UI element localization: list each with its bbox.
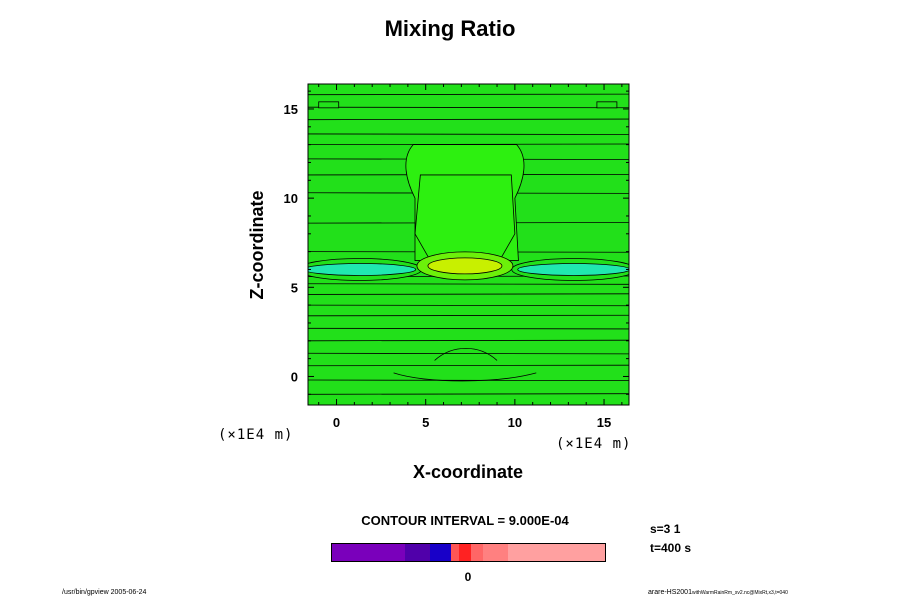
x-unit-label: (×1E4 m) <box>556 436 632 452</box>
colorbar-zero-label: 0 <box>464 570 472 584</box>
plot-frame <box>307 83 630 406</box>
x-tick-label: 0 <box>333 415 340 430</box>
core-inner <box>427 257 503 275</box>
bottom-bump-contour <box>434 348 498 361</box>
contour-line <box>308 283 629 285</box>
z-tick-label: 15 <box>284 102 298 117</box>
contour-line <box>308 106 629 109</box>
contour-field <box>308 84 629 405</box>
colorbar-segment <box>483 544 508 561</box>
bottom-bump-contour <box>393 372 537 382</box>
contour-line <box>308 393 629 395</box>
z-unit-label: (×1E4 m) <box>218 427 294 443</box>
colorbar-segment <box>405 544 430 561</box>
z-tick-label: 5 <box>291 280 298 295</box>
contour-line <box>308 327 629 330</box>
contour-line <box>308 133 629 135</box>
colorbar-segment <box>429 544 452 561</box>
t-label: t=400 s <box>650 541 692 555</box>
top-right-small-contour <box>596 101 618 109</box>
low-left-inner <box>308 263 417 276</box>
contour-line <box>308 304 629 307</box>
contour-line <box>308 293 629 295</box>
colorbar-segment <box>507 544 605 561</box>
contour-line <box>308 352 629 355</box>
contour-line <box>308 364 629 367</box>
footer-source: arare-HS2001withWarmRainRm_sv2.nc@MixRt,… <box>648 589 788 596</box>
top-left-small-contour <box>318 101 340 109</box>
contour-line <box>308 339 629 342</box>
z-tick-label: 10 <box>284 191 298 206</box>
colorbar-segment <box>451 544 459 561</box>
contour-line <box>308 314 629 317</box>
x-axis-label: X-coordinate <box>413 462 523 482</box>
footer-command: /usr/bin/gpview 2005-06-24 <box>62 589 147 596</box>
footer-source-sub: withWarmRainRm_sv2.nc@MixRt,x3,t=040 <box>691 590 788 596</box>
footer-source-main: arare-HS2001 <box>648 589 692 596</box>
low-right-inner <box>517 263 629 276</box>
chart-title: Mixing Ratio <box>384 16 516 41</box>
z-axis-label: Z-coordinate <box>247 190 267 299</box>
contour-line <box>308 118 629 121</box>
contour-line <box>308 93 629 96</box>
contour-line <box>308 379 629 382</box>
plume-contour <box>405 144 525 261</box>
colorbar <box>331 543 606 562</box>
z-tick-label: 0 <box>291 369 298 384</box>
x-tick-label: 5 <box>422 415 429 430</box>
x-tick-label: 15 <box>597 415 611 430</box>
colorbar-segment <box>470 544 484 561</box>
s-label: s=3 1 <box>650 522 681 536</box>
contour-interval-label: CONTOUR INTERVAL = 9.000E-04 <box>361 513 569 528</box>
x-tick-label: 10 <box>508 415 522 430</box>
colorbar-segment <box>332 544 406 561</box>
tick-marks <box>308 84 629 405</box>
colorbar-segment <box>458 544 471 561</box>
